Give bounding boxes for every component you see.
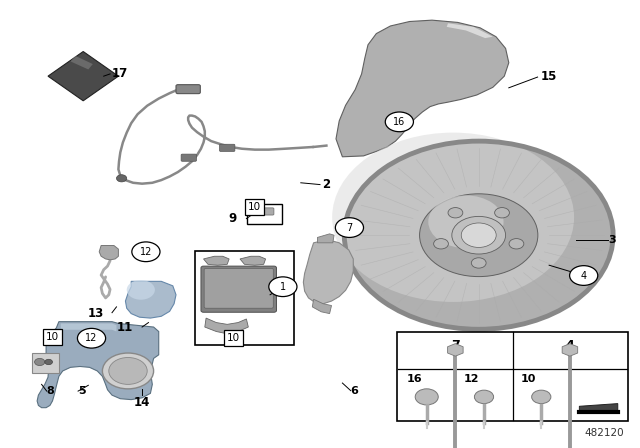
Text: 5: 5 <box>78 386 86 396</box>
Polygon shape <box>204 256 229 265</box>
Text: 10: 10 <box>46 332 59 342</box>
Text: 7: 7 <box>346 223 353 233</box>
Circle shape <box>102 353 154 389</box>
Text: 9: 9 <box>228 212 237 225</box>
Polygon shape <box>317 234 334 243</box>
Polygon shape <box>447 23 493 38</box>
Polygon shape <box>447 344 463 356</box>
Text: 2: 2 <box>322 178 330 191</box>
Circle shape <box>448 207 463 218</box>
Polygon shape <box>61 323 116 332</box>
Polygon shape <box>37 322 159 408</box>
FancyBboxPatch shape <box>201 266 276 312</box>
Polygon shape <box>312 299 332 314</box>
Circle shape <box>495 207 509 218</box>
Circle shape <box>132 242 160 262</box>
Circle shape <box>127 280 155 300</box>
Circle shape <box>471 258 486 268</box>
Circle shape <box>385 112 413 132</box>
FancyBboxPatch shape <box>181 154 196 161</box>
Text: 16: 16 <box>406 375 422 384</box>
Circle shape <box>77 328 106 348</box>
Circle shape <box>415 389 438 405</box>
FancyBboxPatch shape <box>32 353 59 373</box>
Polygon shape <box>342 29 495 151</box>
Text: 16: 16 <box>393 117 406 127</box>
Circle shape <box>344 141 613 329</box>
FancyBboxPatch shape <box>195 251 294 345</box>
Text: 7: 7 <box>451 340 460 353</box>
Text: 17: 17 <box>112 66 128 80</box>
FancyBboxPatch shape <box>204 268 273 308</box>
Circle shape <box>269 277 297 297</box>
Text: 11: 11 <box>117 321 133 335</box>
Circle shape <box>428 195 504 248</box>
Text: 12: 12 <box>463 375 479 384</box>
Text: 12: 12 <box>140 247 152 257</box>
Polygon shape <box>205 318 248 334</box>
Text: 1: 1 <box>280 282 286 292</box>
Polygon shape <box>303 240 353 304</box>
Polygon shape <box>125 281 176 318</box>
Text: 4: 4 <box>580 271 587 280</box>
FancyBboxPatch shape <box>397 332 628 421</box>
Text: 6: 6 <box>351 386 358 396</box>
Circle shape <box>45 359 52 365</box>
Polygon shape <box>336 20 509 157</box>
Text: 10: 10 <box>227 333 240 343</box>
Text: 8: 8 <box>47 386 54 396</box>
Circle shape <box>452 216 506 254</box>
FancyBboxPatch shape <box>176 85 200 94</box>
Polygon shape <box>579 404 618 414</box>
Text: 14: 14 <box>134 396 150 409</box>
Text: 3: 3 <box>608 235 616 245</box>
FancyBboxPatch shape <box>247 204 282 224</box>
Text: 482120: 482120 <box>584 428 624 438</box>
Circle shape <box>116 175 127 182</box>
Text: 12: 12 <box>85 333 98 343</box>
Circle shape <box>474 390 493 404</box>
Text: 13: 13 <box>88 307 104 320</box>
Polygon shape <box>99 246 118 260</box>
FancyBboxPatch shape <box>253 208 274 215</box>
Circle shape <box>35 358 45 366</box>
Polygon shape <box>562 344 578 356</box>
Polygon shape <box>240 256 266 265</box>
Text: 4: 4 <box>566 340 574 353</box>
Circle shape <box>570 266 598 285</box>
FancyBboxPatch shape <box>220 144 235 151</box>
Polygon shape <box>48 52 118 101</box>
Circle shape <box>461 223 496 247</box>
Circle shape <box>532 390 551 404</box>
Text: 15: 15 <box>541 69 557 83</box>
Circle shape <box>509 239 524 249</box>
Text: 10: 10 <box>521 375 536 384</box>
Text: 10: 10 <box>248 202 261 212</box>
Circle shape <box>434 239 449 249</box>
Circle shape <box>335 218 364 237</box>
Circle shape <box>420 194 538 276</box>
Polygon shape <box>70 56 93 69</box>
Circle shape <box>332 133 574 302</box>
Circle shape <box>109 358 147 384</box>
